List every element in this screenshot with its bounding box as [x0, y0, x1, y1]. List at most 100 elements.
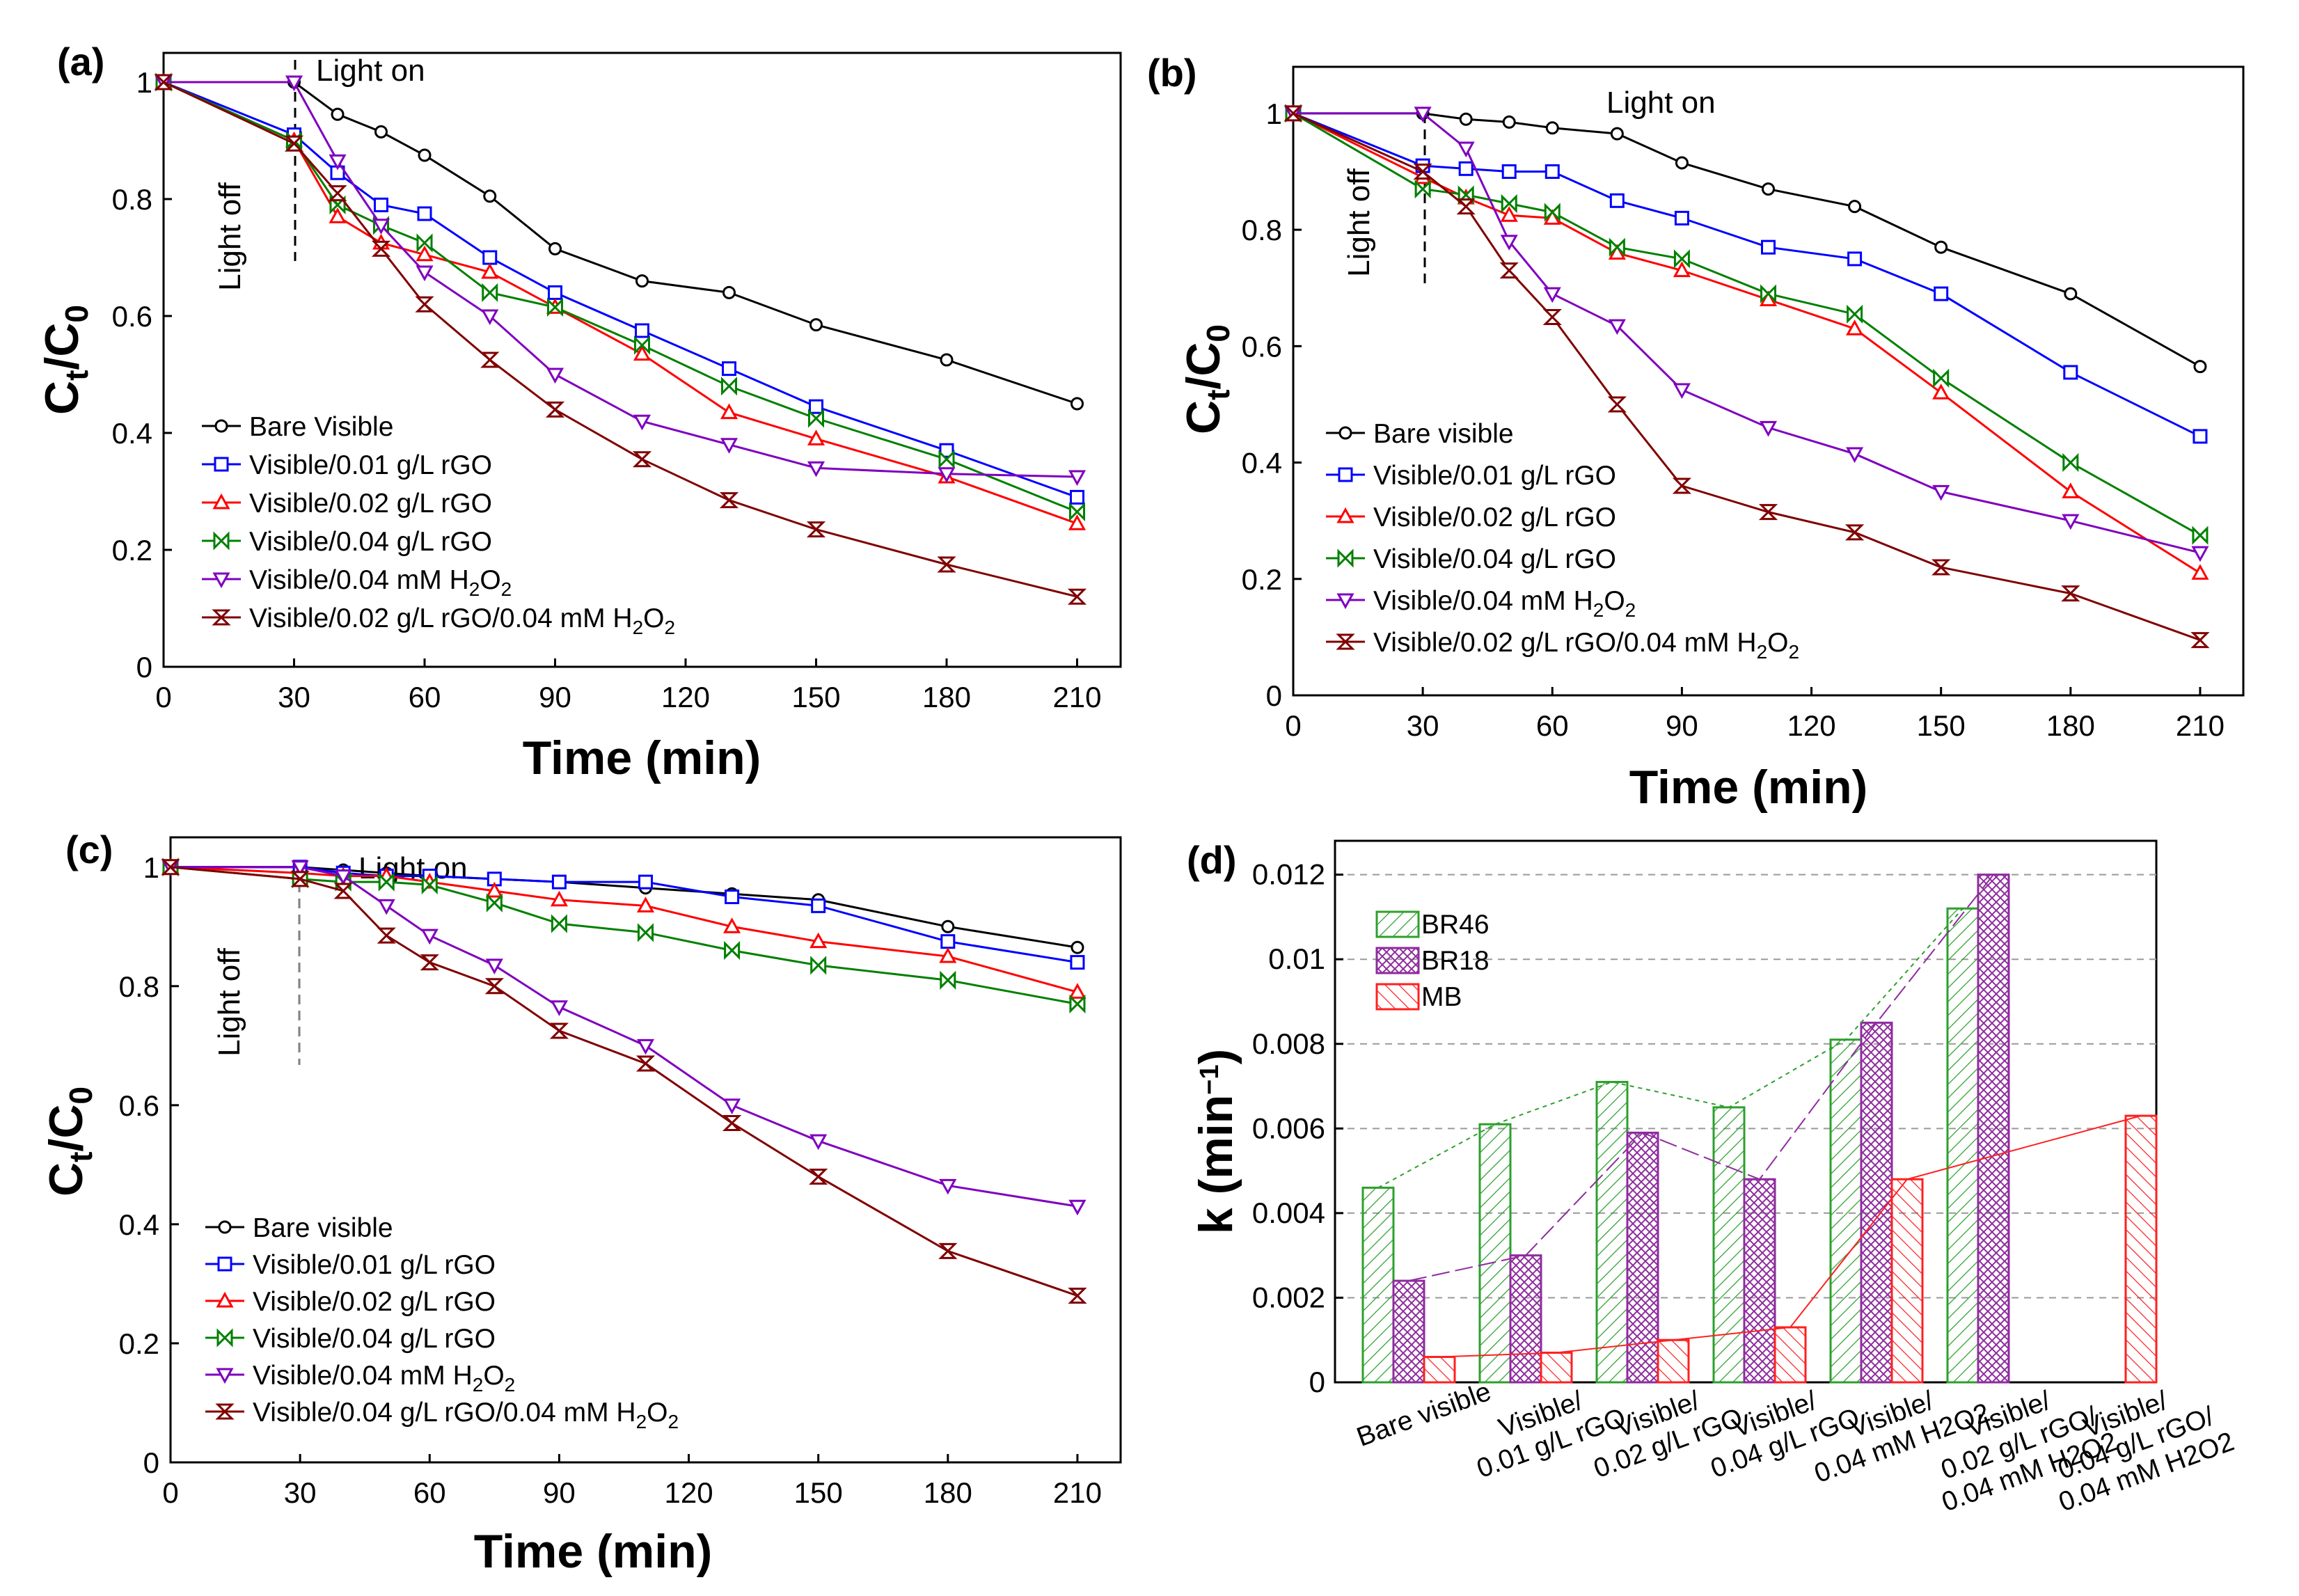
data-point [2193, 360, 2207, 374]
data-point [1932, 384, 1950, 400]
data-point [486, 893, 503, 912]
legend-label: Bare visible [253, 1213, 393, 1243]
data-point [940, 970, 956, 990]
legend-label: Visible/0.02 g/L rGO/0.04 mM H2O2 [249, 603, 675, 638]
data-point [1847, 304, 1863, 324]
data-point [550, 890, 568, 907]
series-visible-0-04-g-l-rgo [1285, 104, 2209, 545]
data-point [720, 403, 738, 420]
y-tick-label: 0.002 [1252, 1281, 1325, 1313]
bar-mb [1423, 1356, 1456, 1384]
data-point [1673, 249, 1690, 269]
data-point [1071, 397, 1084, 411]
data-point [1758, 504, 1778, 521]
light-off-label: Light off [213, 182, 247, 291]
y-tick-label: 0.006 [1252, 1112, 1325, 1144]
data-point [2063, 365, 2078, 380]
data-point [1542, 309, 1562, 326]
legend-label: Visible/0.04 g/L rGO [249, 527, 492, 557]
axes: 0 30 60 90 120 150 180 210 0 0.2 0.4 0.6 0.8 1 [112, 66, 1102, 713]
data-point [1762, 182, 1775, 196]
legend-label: MB [1421, 982, 1462, 1012]
data-point [1070, 489, 1084, 505]
data-point [291, 860, 309, 876]
y-tick-label: 0 [1266, 679, 1282, 712]
series-line [164, 81, 1077, 478]
bar-br46 [1361, 1186, 1395, 1384]
legend-entry: Visible/0.04 g/L rGO [205, 1324, 496, 1354]
data-point [1499, 262, 1519, 279]
x-tick-label: 210 [1052, 681, 1101, 713]
series-bare-visible [1286, 106, 2207, 374]
legend-label: Visible/0.04 mM H2O2 [249, 565, 512, 600]
data-point [938, 1242, 958, 1259]
data-point [329, 154, 347, 171]
data-point [481, 309, 499, 326]
legend-label: Bare Visible [249, 412, 393, 442]
data-point [1458, 161, 1474, 176]
trend-line-mb [1439, 1115, 2142, 1358]
legend-label: Visible/0.02 g/L rGO [253, 1287, 496, 1317]
data-point [329, 195, 346, 215]
data-point [290, 871, 310, 887]
data-point [549, 1022, 569, 1039]
data-point [638, 923, 654, 942]
y-tick-label: 1 [1266, 97, 1282, 130]
panel-label: (d) [1187, 838, 1237, 882]
data-point [1501, 164, 1517, 179]
data-point [809, 1168, 828, 1185]
y-tick-label: 0.8 [1242, 214, 1282, 246]
data-point [2064, 287, 2078, 301]
legend-marker [213, 531, 230, 551]
data-point [1069, 502, 1085, 522]
x-tick-label: 150 [1917, 709, 1966, 742]
x-tick-label: 0 [162, 1476, 178, 1509]
series-visible-0-01-g-l-rgo [156, 74, 1084, 505]
data-point [1608, 244, 1626, 260]
plot-frame [162, 52, 1122, 668]
series-visible-0-02-g-l-rgo-0-04-mm-h2o2 [1283, 105, 2210, 649]
data-point [485, 958, 503, 974]
x-tick-label: 30 [1407, 709, 1439, 742]
bar-br46 [1829, 1038, 1863, 1384]
y-tick-label: 0 [1309, 1366, 1325, 1398]
legend-marker [1338, 467, 1353, 482]
data-point [1847, 251, 1863, 267]
data-point [1673, 383, 1691, 400]
legend-marker [212, 609, 231, 626]
x-tick-label: 60 [413, 1476, 446, 1509]
series-visible-0-04-mm-h2o2 [161, 860, 1087, 1216]
y-tick-label: 0.2 [1242, 563, 1282, 596]
data-point [417, 206, 432, 221]
data-point [938, 450, 955, 469]
legend-label: Visible/0.04 g/L rGO/0.04 mM H2O2 [253, 1398, 679, 1432]
bar-mb [1657, 1338, 1690, 1384]
legend-entry: Visible/0.04 g/L rGO [202, 527, 492, 557]
axes: 0 30 60 90 120 150 180 210 0 0.2 0.4 0.6 0.8 1 [1242, 97, 2225, 742]
data-point [334, 869, 352, 885]
legend-entry: Visible/0.02 g/L rGO [202, 489, 492, 519]
data-point [633, 345, 651, 361]
bar-br18 [1509, 1254, 1542, 1384]
x-tick-label: 90 [543, 1476, 576, 1509]
legend-marker [216, 1291, 234, 1308]
data-point [722, 285, 736, 299]
x-tick-label: 180 [924, 1476, 972, 1509]
x-tick-label: 90 [1666, 709, 1698, 742]
light-on-label: Light on [1606, 86, 1716, 120]
data-point [939, 947, 957, 963]
data-point [720, 438, 738, 454]
data-point [1846, 319, 1864, 335]
x-tick-label: 0 [1285, 709, 1301, 742]
x-axis-title: Time (min) [1629, 761, 1868, 814]
data-point [416, 265, 434, 282]
legend-marker [1336, 593, 1354, 610]
series-layer [154, 72, 1087, 605]
data-point [333, 883, 353, 899]
data-point [725, 890, 740, 905]
data-point [1068, 1199, 1087, 1216]
legend-marker [212, 572, 230, 589]
data-point [1283, 105, 1303, 122]
legend-swatch [1375, 910, 1420, 938]
data-point [1068, 1288, 1087, 1304]
